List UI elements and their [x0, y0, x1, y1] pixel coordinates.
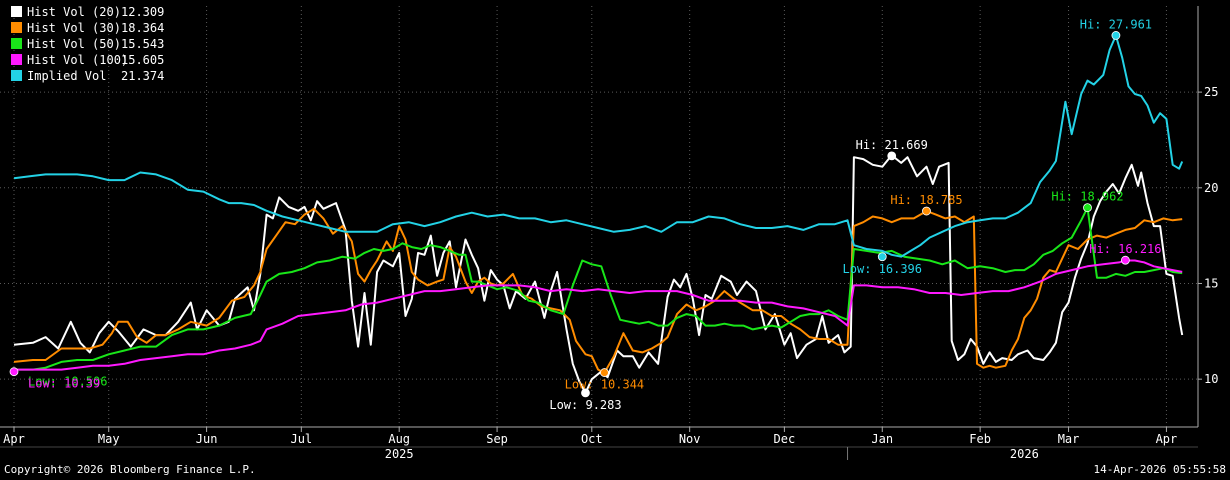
legend-swatch [11, 70, 22, 81]
annotation-label: Low: 16.396 [843, 262, 922, 276]
series-line-implied-vol [13, 34, 1184, 258]
legend-swatch [11, 38, 22, 49]
y-tick-label: 20 [1204, 181, 1218, 195]
x-tick-label: Oct [581, 432, 603, 446]
year-label: 2025 [385, 447, 414, 460]
annotation-label: Low: 10.39 [28, 377, 100, 391]
y-tick-label: 15 [1204, 276, 1218, 290]
annotation-label: Low: 10.506 [28, 375, 107, 389]
annotation-marker [1120, 255, 1130, 265]
annotation-marker [877, 252, 887, 262]
x-tick-label: Nov [679, 432, 701, 446]
annotation-marker [1111, 31, 1121, 40]
annotation-label: Low: 9.283 [549, 398, 621, 412]
legend-swatch [11, 6, 22, 17]
annotation-label: Low: 10.344 [565, 378, 644, 392]
x-tick-label: May [98, 432, 120, 446]
series-line-hist-vol-100 [14, 259, 1183, 371]
annotation-marker [922, 206, 931, 216]
series-line-hist-vol-50 [14, 206, 1183, 371]
x-tick-label: Apr [3, 432, 25, 446]
x-tick-label: Aug [388, 432, 410, 446]
copyright-text: Copyright© 2026 Bloomberg Finance L.P. [4, 463, 256, 476]
legend-swatch [11, 22, 22, 33]
legend-label: Implied Vol [27, 69, 106, 83]
annotation-marker [1083, 203, 1092, 213]
y-tick-label: 10 [1204, 372, 1218, 386]
legend-label: Hist Vol (20) [27, 5, 121, 19]
x-tick-label: Mar [1058, 432, 1080, 446]
legend-label: Hist Vol (50) [27, 37, 121, 51]
annotation-label: Hi: 18.785 [890, 193, 962, 207]
legend-value: 15.605 [121, 53, 164, 67]
annotation-marker [9, 367, 19, 377]
annotation-label: Hi: 27.961 [1080, 17, 1152, 31]
legend-value: 15.543 [121, 37, 164, 51]
legend-swatch [11, 54, 22, 65]
x-tick-label: Sep [486, 432, 508, 446]
legend-label: Hist Vol (100) [27, 53, 128, 67]
legend-label: Hist Vol (30) [27, 21, 121, 35]
y-tick-label: 25 [1204, 85, 1218, 99]
timestamp-text: 14-Apr-2026 05:55:58 [1093, 463, 1226, 476]
x-tick-label: Jan [871, 432, 893, 446]
series-line-hist-vol-20 [13, 154, 1184, 394]
legend-value: 12.309 [121, 5, 164, 19]
series-line-hist-vol-30 [13, 207, 1183, 374]
series-lines [13, 34, 1184, 394]
legend-value: 18.364 [121, 21, 164, 35]
annotation-marker [600, 368, 609, 377]
annotation-marker [581, 388, 590, 398]
x-tick-label: Jul [290, 432, 312, 446]
x-tick-label: Apr [1156, 432, 1178, 446]
x-tick-label: Feb [969, 432, 991, 446]
annotation-marker [887, 151, 897, 161]
annotation-label: Hi: 18.962 [1051, 190, 1123, 204]
legend-value: 21.374 [121, 69, 164, 83]
annotation-label: Hi: 21.669 [856, 138, 928, 152]
year-label: 2026 [1010, 447, 1039, 460]
x-tick-label: Jun [196, 432, 218, 446]
gridlines [0, 6, 1198, 427]
annotation-label: Hi: 16.216 [1089, 242, 1161, 256]
x-tick-label: Dec [774, 432, 796, 446]
